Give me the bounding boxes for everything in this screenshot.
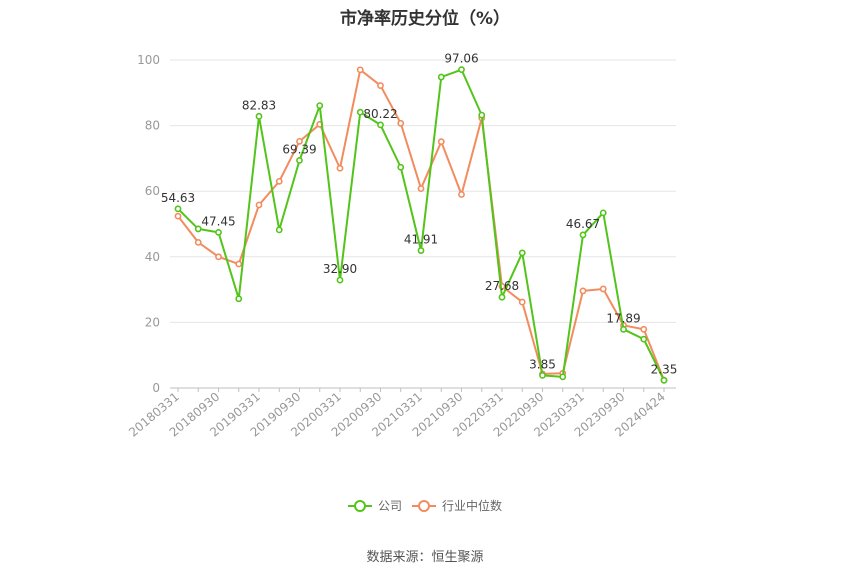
series-company [174, 66, 668, 384]
chart-title: 市净率历史分位（%） [339, 9, 511, 29]
data-point [599, 209, 607, 217]
y-tick-label: 80 [145, 119, 160, 133]
data-point [275, 177, 283, 185]
data-point [640, 335, 648, 343]
data-label: 47.45 [201, 214, 235, 228]
data-point [336, 164, 344, 172]
data-point [478, 111, 486, 119]
legend-swatch-marker [354, 500, 366, 512]
legend-item-company[interactable]: 公司 [348, 499, 402, 513]
data-point [417, 185, 425, 192]
data-point [194, 225, 202, 233]
data-point [174, 205, 182, 213]
data-point [174, 212, 182, 220]
legend-label: 行业中位数 [442, 498, 502, 513]
data-point [296, 137, 303, 145]
data-label: 3.85 [529, 357, 556, 371]
data-label: 27.68 [485, 279, 519, 293]
data-point [215, 228, 222, 236]
x-axis: 2018033120180930201903312019093020200331… [126, 387, 676, 440]
data-point [498, 293, 506, 301]
legend-swatch-marker [418, 500, 430, 512]
data-label: 82.83 [242, 98, 276, 112]
data-point [255, 112, 263, 120]
data-point [296, 157, 303, 164]
data-label: 2.35 [651, 362, 678, 376]
data-point [397, 163, 405, 171]
data-point [437, 73, 445, 81]
legend-item-industry-median[interactable]: 行业中位数 [412, 498, 502, 513]
data-label: 69.39 [282, 142, 316, 156]
data-point [397, 119, 405, 127]
data-label: 32.90 [323, 262, 357, 276]
data-point [620, 325, 627, 333]
data-point [235, 295, 243, 303]
data-point [215, 253, 222, 261]
data-point [194, 238, 202, 246]
data-point [579, 231, 587, 239]
data-point [356, 66, 364, 74]
data-label: 41.91 [404, 233, 438, 247]
data-point [377, 121, 384, 129]
data-label: 80.22 [363, 107, 397, 121]
data-label: 17.89 [606, 311, 640, 325]
y-axis-ticks: 0 20 40 60 80 100 [137, 53, 160, 395]
data-point [417, 247, 425, 254]
y-tick-label: 100 [137, 53, 160, 67]
data-point [579, 287, 587, 295]
data-point [518, 249, 526, 257]
data-label: 97.06 [444, 52, 478, 66]
data-label: 54.63 [161, 191, 195, 205]
data-point [356, 108, 364, 116]
data-point [336, 276, 344, 284]
data-point [458, 66, 465, 74]
data-point [640, 325, 648, 333]
data-labels-layer: 54.63 47.45 82.83 69.39 32.90 80.22 41.91 97.06… [161, 52, 678, 377]
data-point [377, 82, 384, 89]
y-tick-label: 20 [145, 315, 160, 329]
data-point [275, 226, 283, 234]
data-point [518, 298, 526, 306]
data-point [437, 138, 445, 146]
data-point [599, 285, 607, 293]
data-point [316, 102, 324, 109]
data-point [255, 201, 263, 209]
data-point [539, 371, 546, 379]
data-point [235, 260, 243, 268]
y-tick-label: 0 [152, 381, 160, 395]
data-point [559, 373, 567, 381]
legend-label: 公司 [378, 499, 402, 513]
y-tick-label: 40 [145, 250, 160, 264]
y-tick-label: 60 [145, 184, 160, 198]
data-source: 数据来源：恒生聚源 [366, 550, 484, 565]
series-layer [174, 66, 668, 384]
data-point [660, 376, 668, 384]
data-point [458, 191, 465, 198]
data-label: 46.67 [566, 217, 600, 231]
legend: 公司 行业中位数 [348, 498, 502, 513]
